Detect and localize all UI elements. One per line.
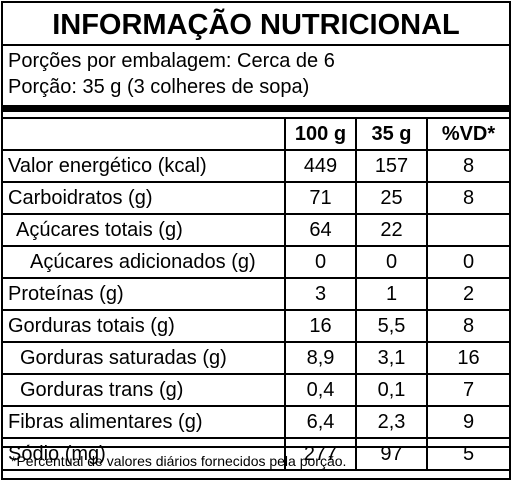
table-row: Carboidratos (g) 71 25 8 <box>3 181 509 215</box>
table-row: Valor energético (kcal) 449 157 8 <box>3 149 509 183</box>
nutrition-table: 100 g 35 g %VD* Valor energético (kcal) … <box>3 117 509 471</box>
header-vd: %VD* <box>426 117 509 151</box>
header-35g: 35 g <box>355 117 427 151</box>
table-row: Sódio (mg) 277 97 5 <box>3 437 509 471</box>
row-value-vd: 7 <box>426 373 509 407</box>
row-label: Sódio (mg) <box>3 437 285 471</box>
row-label: Proteínas (g) <box>3 277 285 311</box>
table-row: Gorduras trans (g) 0,4 0,1 7 <box>3 373 509 407</box>
row-value-100g: 0 <box>284 245 356 279</box>
row-label: Gorduras saturadas (g) <box>3 341 285 375</box>
row-value-35g: 22 <box>355 213 427 247</box>
title-divider <box>3 44 509 46</box>
row-value-35g: 3,1 <box>355 341 427 375</box>
row-value-vd: 8 <box>426 149 509 183</box>
row-value-vd: 9 <box>426 405 509 439</box>
table-row: Proteínas (g) 3 1 2 <box>3 277 509 311</box>
row-value-vd <box>426 213 509 247</box>
row-label: Fibras alimentares (g) <box>3 405 285 439</box>
row-label: Açúcares adicionados (g) <box>3 245 285 279</box>
row-value-100g: 16 <box>284 309 356 343</box>
row-value-35g: 97 <box>355 437 427 471</box>
table-row: Gorduras saturadas (g) 8,9 3,1 16 <box>3 341 509 375</box>
header-blank <box>3 117 285 151</box>
label-title: INFORMAÇÃO NUTRICIONAL <box>52 9 460 41</box>
row-value-vd: 8 <box>426 181 509 215</box>
table-header-row: 100 g 35 g %VD* <box>3 117 509 151</box>
row-value-100g: 71 <box>284 181 356 215</box>
table-row: Fibras alimentares (g) 6,4 2,3 9 <box>3 405 509 439</box>
row-label: Gorduras totais (g) <box>3 309 285 343</box>
portion-size: Porção: 35 g (3 colheres de sopa) <box>8 76 310 98</box>
footnote: *Percentual de valores diários fornecido… <box>11 453 347 469</box>
row-value-35g: 1 <box>355 277 427 311</box>
row-value-vd: 8 <box>426 309 509 343</box>
table-row: Açúcares totais (g) 64 22 <box>3 213 509 247</box>
row-value-vd: 16 <box>426 341 509 375</box>
row-value-35g: 0 <box>355 245 427 279</box>
row-value-35g: 5,5 <box>355 309 427 343</box>
thick-divider <box>3 105 509 112</box>
row-value-100g: 449 <box>284 149 356 183</box>
row-label: Açúcares totais (g) <box>3 213 285 247</box>
table-row: Açúcares adicionados (g) 0 0 0 <box>3 245 509 279</box>
portions-per-package: Porções por embalagem: Cerca de 6 <box>8 50 335 72</box>
row-value-100g: 6,4 <box>284 405 356 439</box>
row-value-35g: 25 <box>355 181 427 215</box>
row-value-100g: 277 <box>284 437 356 471</box>
row-value-vd: 5 <box>426 437 509 471</box>
row-value-100g: 64 <box>284 213 356 247</box>
row-value-100g: 0,4 <box>284 373 356 407</box>
header-100g: 100 g <box>284 117 356 151</box>
row-label: Carboidratos (g) <box>3 181 285 215</box>
row-value-vd: 2 <box>426 277 509 311</box>
row-label: Gorduras trans (g) <box>3 373 285 407</box>
row-value-35g: 157 <box>355 149 427 183</box>
row-value-100g: 8,9 <box>284 341 356 375</box>
row-label: Valor energético (kcal) <box>3 149 285 183</box>
footnote-divider <box>3 446 509 448</box>
row-value-35g: 2,3 <box>355 405 427 439</box>
row-value-35g: 0,1 <box>355 373 427 407</box>
table-row: Gorduras totais (g) 16 5,5 8 <box>3 309 509 343</box>
row-value-vd: 0 <box>426 245 509 279</box>
row-value-100g: 3 <box>284 277 356 311</box>
